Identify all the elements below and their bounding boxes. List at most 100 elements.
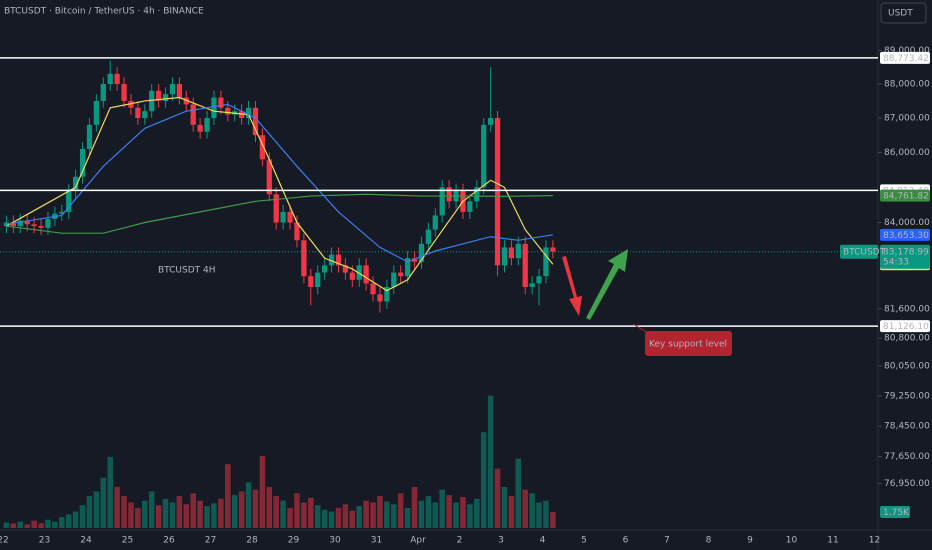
y-tick-label: 86,000.00 — [884, 148, 930, 158]
candle-body — [135, 107, 141, 119]
candle-body — [169, 83, 176, 95]
candle-body — [398, 272, 404, 277]
x-tick-label: 30 — [329, 536, 341, 546]
volume-bar — [100, 477, 107, 528]
volume-bar — [425, 496, 432, 528]
candle-body — [107, 73, 113, 84]
y-tick-label: 78,450.00 — [884, 422, 930, 432]
volume-bar — [474, 498, 480, 528]
volume-bar — [231, 495, 238, 528]
candle-body — [384, 287, 390, 302]
candle-body — [522, 243, 528, 288]
volume-bar — [460, 496, 466, 528]
candle-body — [24, 220, 30, 225]
candle-body — [287, 211, 293, 223]
volume-bar — [128, 502, 134, 528]
volume-bar — [17, 521, 24, 528]
volume-bar — [508, 496, 515, 528]
up-arrow — [586, 249, 628, 320]
candle-body — [425, 229, 432, 244]
volume-bar — [252, 489, 259, 528]
volume-tag — [880, 506, 910, 519]
x-tick-label: 22 — [0, 536, 9, 546]
candle-body — [321, 265, 328, 273]
volume-bar — [155, 505, 162, 528]
candle-body — [259, 135, 266, 160]
y-tick-label: 77,650.00 — [884, 452, 930, 462]
y-tick-label: 88,000.00 — [884, 79, 930, 89]
volume-bar — [432, 502, 439, 528]
candle-body — [501, 247, 508, 266]
symbol-tag — [840, 244, 878, 259]
x-tick-label: 28 — [246, 536, 258, 546]
candle-body — [252, 107, 259, 136]
candle-body — [391, 272, 397, 288]
x-tick-label: 10 — [786, 536, 798, 546]
candle-body — [418, 243, 425, 262]
volume-bar — [501, 486, 508, 528]
candle-body — [245, 107, 252, 119]
level-tag — [880, 51, 930, 64]
callout-pointer — [632, 323, 649, 334]
volume-tag-label: 1.75K — [883, 508, 910, 518]
candle-body — [162, 94, 169, 101]
candle-body — [86, 124, 93, 149]
candle-body — [404, 258, 411, 277]
volume-bar — [225, 464, 231, 528]
callout-box — [645, 331, 732, 356]
x-tick-label: 12 — [869, 536, 880, 546]
volume-bar — [142, 500, 148, 528]
x-tick-label: 29 — [288, 536, 300, 546]
moving-average — [6, 96, 554, 292]
candle-body — [280, 211, 286, 223]
candle-body — [335, 254, 342, 266]
candle-body — [487, 118, 494, 125]
volume-bar — [176, 496, 183, 528]
level-tag — [880, 320, 930, 333]
volume-bar — [321, 509, 328, 528]
volume-bar — [543, 500, 549, 528]
volume-bar — [190, 493, 196, 528]
candle-body — [238, 111, 245, 119]
candle-body — [190, 104, 196, 125]
candle-body — [155, 90, 162, 101]
volume-bar — [356, 506, 362, 528]
volume-bar — [370, 502, 376, 528]
x-tick-label: 8 — [706, 536, 712, 546]
candle-body — [176, 83, 183, 98]
candle-body — [218, 97, 224, 108]
candle-body — [183, 97, 189, 105]
x-tick-label: 23 — [39, 536, 50, 546]
candle-body — [128, 100, 134, 108]
volume-bar — [3, 522, 10, 528]
volume-bar — [135, 507, 141, 528]
candle-body — [301, 240, 307, 277]
candle-body — [377, 294, 383, 302]
y-tick-label: 76,950.00 — [884, 479, 930, 489]
volume-bar — [515, 458, 522, 528]
candle-body — [59, 211, 65, 214]
currency-box[interactable] — [880, 2, 927, 24]
candle-body — [363, 265, 369, 284]
candle-body — [342, 265, 349, 273]
volume-bar — [162, 498, 169, 528]
price-tag-label: 83,178.99 — [883, 247, 929, 257]
volume-bar — [418, 500, 425, 528]
candle-body — [3, 222, 10, 227]
price-tag — [880, 244, 930, 269]
volume-bar — [114, 486, 120, 528]
candle-body — [10, 222, 17, 227]
candle-body — [446, 187, 452, 202]
x-tick-label: 7 — [664, 536, 670, 546]
candle-body — [439, 187, 445, 216]
volume-bar — [349, 510, 356, 528]
candle-body — [356, 265, 362, 280]
volume-bar — [453, 502, 459, 528]
ma-tag — [880, 228, 930, 241]
countdown: 54:33 — [883, 257, 909, 267]
candle-body — [45, 218, 51, 228]
candle-body — [149, 90, 155, 112]
candle-body — [38, 226, 44, 228]
volume-bar — [10, 523, 17, 528]
